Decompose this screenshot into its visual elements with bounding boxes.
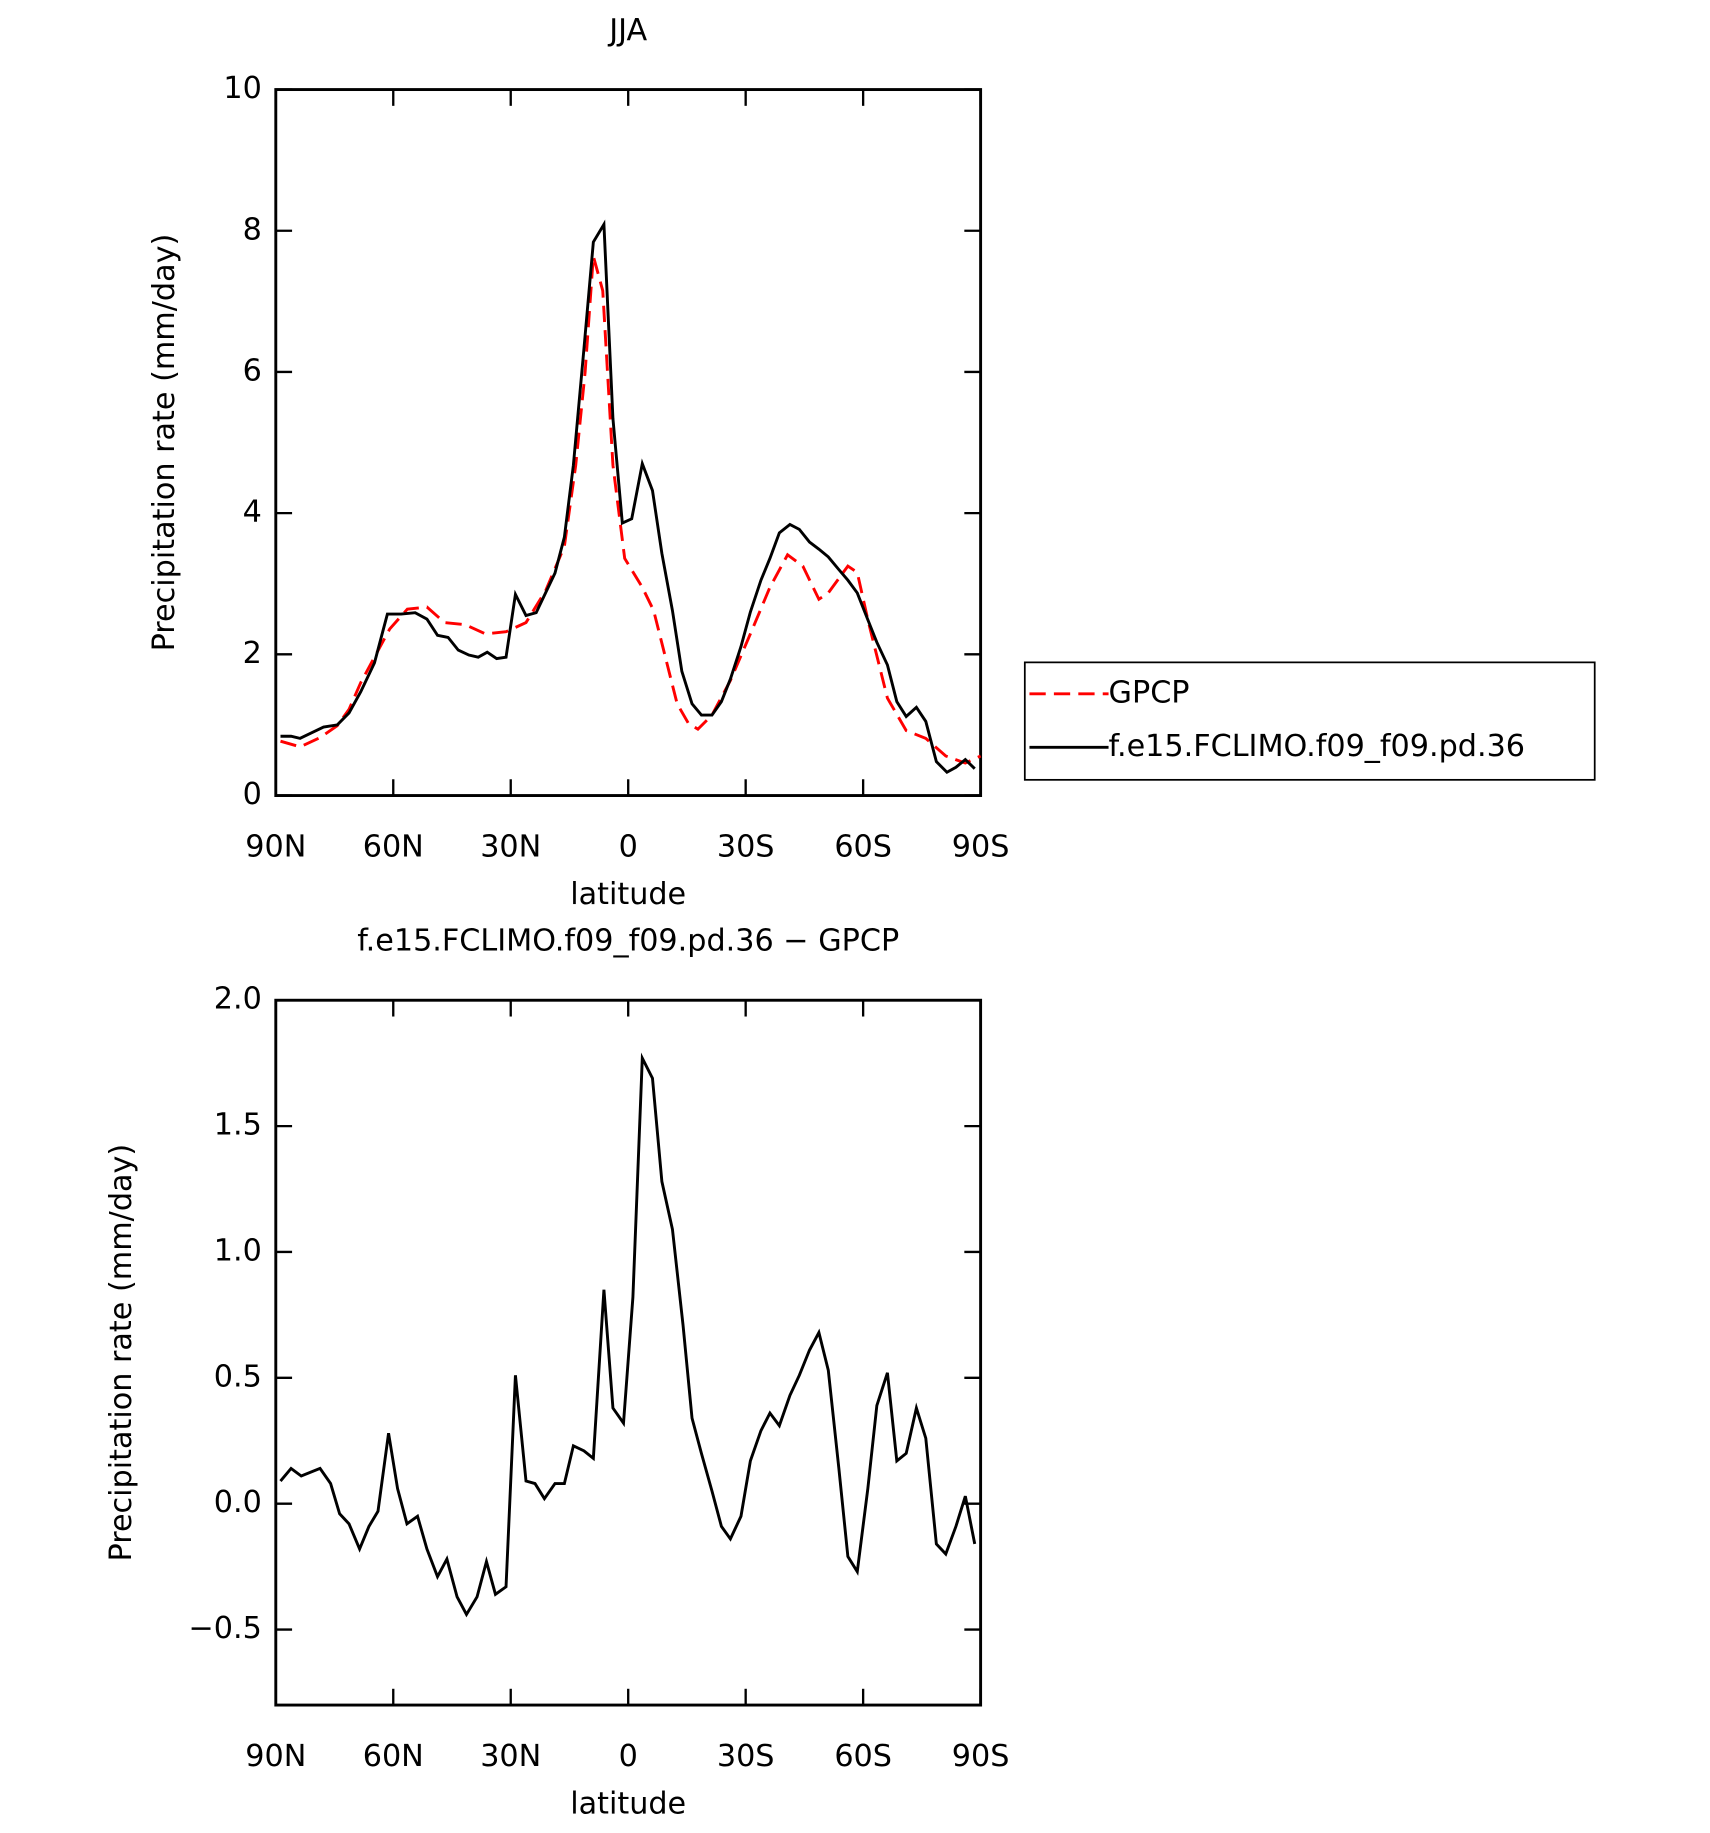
y-axis-label: Precipitation rate (mm/day) — [147, 234, 182, 652]
y-tick-label: 6 — [243, 353, 262, 388]
x-tick-label: 0 — [619, 829, 638, 864]
chart-title: JJA — [607, 13, 647, 48]
y-tick-label: 0 — [243, 777, 262, 812]
legend-label: f.e15.FCLIMO.f09_f09.pd.36 — [1109, 729, 1525, 764]
x-tick-label: 30N — [480, 1739, 541, 1774]
y-tick-label: 2 — [243, 636, 262, 671]
legend-label: GPCP — [1109, 675, 1190, 710]
x-tick-label: 90S — [952, 829, 1010, 864]
y-tick-label: 2.0 — [214, 982, 262, 1017]
y-tick-label: 10 — [223, 71, 261, 106]
x-tick-label: 60N — [363, 829, 424, 864]
plot-frame — [274, 88, 983, 797]
y-tick-label: 0.5 — [214, 1359, 262, 1394]
x-axis-label: latitude — [570, 1787, 686, 1822]
x-tick-label: 30S — [717, 1739, 775, 1774]
y-axis-label: Precipitation rate (mm/day) — [104, 1144, 139, 1562]
y-tick-label: 1.0 — [214, 1233, 262, 1268]
chart-title: f.e15.FCLIMO.f09_f09.pd.36 − GPCP — [357, 924, 899, 959]
y-tick-label: 4 — [243, 495, 262, 530]
x-tick-label: 0 — [619, 1739, 638, 1774]
legend-box — [1023, 661, 1596, 781]
y-tick-label: 8 — [243, 212, 262, 247]
data-line — [279, 1052, 977, 1618]
x-tick-label: 90N — [245, 1739, 306, 1774]
data-line — [280, 219, 976, 775]
x-tick-label: 60S — [834, 829, 892, 864]
y-tick-label: −0.5 — [188, 1611, 261, 1646]
x-tick-label: 90N — [245, 829, 306, 864]
x-axis-label: latitude — [570, 877, 686, 912]
y-tick-label: 1.5 — [214, 1108, 262, 1143]
y-tick-label: 0.0 — [214, 1485, 262, 1520]
x-tick-label: 30S — [717, 829, 775, 864]
data-line — [280, 255, 982, 765]
x-tick-label: 60S — [834, 1739, 892, 1774]
plot-frame — [274, 998, 983, 1707]
x-tick-label: 30N — [480, 829, 541, 864]
x-tick-label: 90S — [952, 1739, 1010, 1774]
x-tick-label: 60N — [363, 1739, 424, 1774]
